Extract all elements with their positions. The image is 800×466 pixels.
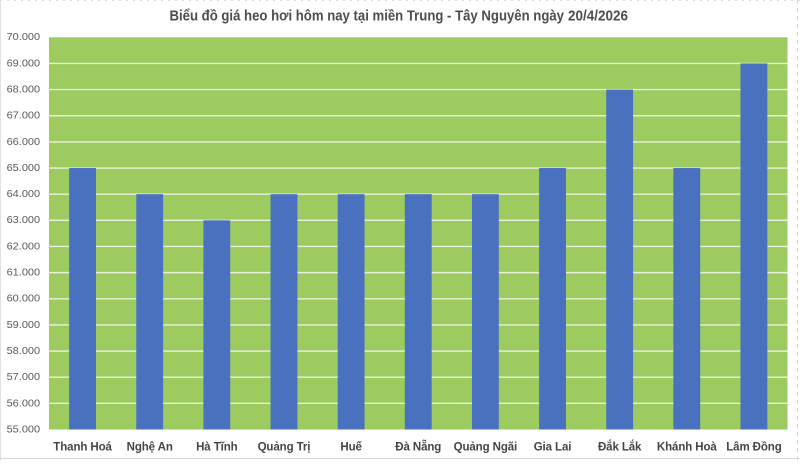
svg-text:63.000: 63.000 — [7, 215, 41, 226]
svg-text:57.000: 57.000 — [7, 372, 41, 383]
svg-text:Khánh Hoà: Khánh Hoà — [657, 441, 717, 453]
svg-text:Biểu đồ giá heo hơi hôm nay tạ: Biểu đồ giá heo hơi hôm nay tại miền Tru… — [170, 7, 565, 24]
svg-text:Đà Nẵng: Đà Nẵng — [395, 440, 441, 453]
svg-text:62.000: 62.000 — [7, 241, 41, 252]
svg-text:20/4/2026: 20/4/2026 — [568, 7, 628, 24]
svg-text:56.000: 56.000 — [7, 398, 41, 409]
svg-text:58.000: 58.000 — [7, 346, 41, 357]
svg-text:Gia Lai: Gia Lai — [534, 441, 572, 453]
svg-text:61.000: 61.000 — [7, 268, 41, 279]
svg-text:59.000: 59.000 — [7, 320, 41, 331]
svg-text:69.000: 69.000 — [7, 58, 41, 69]
svg-text:55.000: 55.000 — [7, 424, 41, 435]
svg-text:Quảng Trị: Quảng Trị — [258, 441, 311, 453]
svg-text:Hà Tĩnh: Hà Tĩnh — [196, 441, 238, 453]
svg-text:60.000: 60.000 — [7, 294, 41, 305]
svg-text:64.000: 64.000 — [7, 189, 41, 200]
svg-text:70.000: 70.000 — [7, 32, 41, 43]
svg-text:Thanh Hoá: Thanh Hoá — [53, 441, 112, 453]
svg-text:Quảng Ngãi: Quảng Ngãi — [454, 441, 518, 453]
svg-text:65.000: 65.000 — [7, 163, 41, 174]
svg-text:Huế: Huế — [340, 441, 362, 453]
svg-text:66.000: 66.000 — [7, 137, 41, 148]
svg-text:67.000: 67.000 — [7, 111, 41, 122]
svg-text:Nghệ An: Nghệ An — [127, 441, 173, 453]
svg-text:Lâm Đồng: Lâm Đồng — [726, 441, 781, 453]
svg-text:Đắk Lắk: Đắk Lắk — [598, 440, 642, 453]
svg-text:68.000: 68.000 — [7, 84, 41, 95]
